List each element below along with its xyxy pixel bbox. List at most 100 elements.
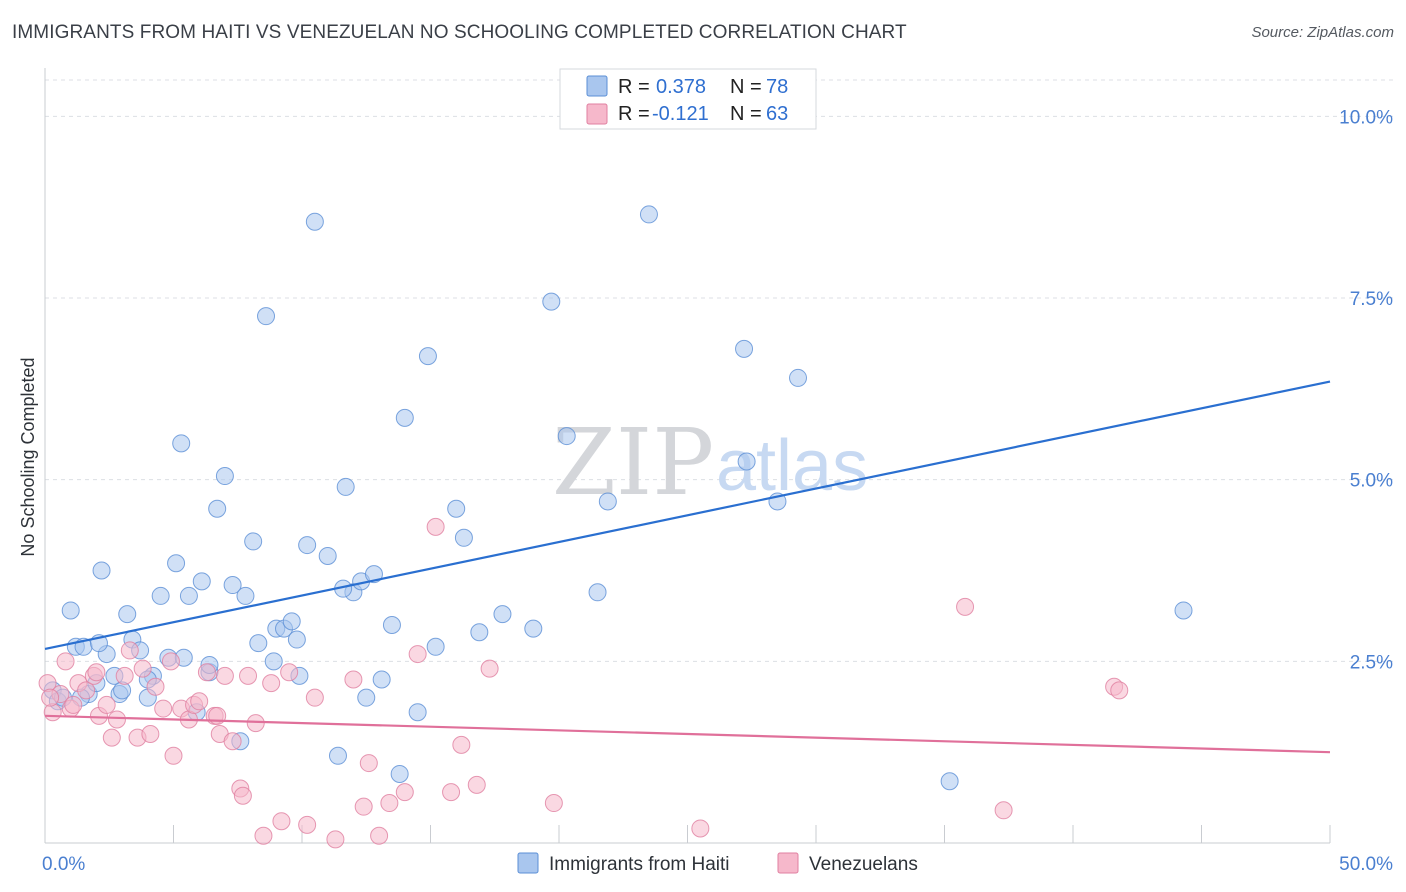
venezuelan-point [426,517,445,536]
haiti-point [418,347,437,366]
haiti-point [598,492,617,511]
venezuelan-point [102,728,121,747]
venezuelan-point [395,783,414,802]
legend-r-value-2: -0.121 [652,103,709,125]
haiti-point [282,612,301,631]
legend-n-value-1: 78 [766,76,788,98]
haiti-point [735,339,754,358]
y-tick-label: 5.0% [1350,471,1393,492]
haiti-point [357,688,376,707]
bottom-legend-label-venezuelans: Venezuelans [809,854,918,875]
haiti-point [524,619,543,638]
venezuelan-point [107,710,126,729]
venezuelan-point [161,652,180,671]
haiti-point [151,586,170,605]
haiti-point [493,605,512,624]
venezuelan-point [262,674,281,693]
venezuelan-point [1110,681,1129,700]
venezuelan-point [994,801,1013,820]
haiti-point [167,554,186,573]
haiti-point [318,546,337,565]
series-haiti-points [43,205,1193,791]
haiti-point [249,634,268,653]
bottom-legend-swatch-haiti [517,852,539,874]
venezuelan-trend-line [44,714,1331,754]
venezuelan-point [120,641,139,660]
venezuelan-point [190,692,209,711]
x-tick-label: 0.0% [42,854,85,875]
legend-swatch-haiti [586,75,608,97]
venezuelan-point [480,659,499,678]
chart-source: Source: ZipAtlas.com [1251,24,1394,41]
venezuelan-point [77,681,96,700]
chart-title: IMMIGRANTS FROM HAITI VS VENEZUELAN NO S… [12,22,907,43]
haiti-point [287,630,306,649]
haiti-point [364,565,383,584]
haiti-point [223,576,242,595]
venezuelan-point [64,695,83,714]
venezuelan-point [272,812,291,831]
haiti-point [92,561,111,580]
haiti-trend-line [44,380,1331,651]
venezuelan-point [326,830,345,849]
x-tick-label: 50.0% [1339,854,1393,875]
haiti-point [454,528,473,547]
legend-r-label-2: R = [618,103,650,125]
venezuelan-point [442,783,461,802]
haiti-point [588,583,607,602]
haiti-point [298,536,317,555]
legend-r-label-1: R = [618,76,650,98]
haiti-point [336,477,355,496]
venezuelan-point [154,699,173,718]
venezuelan-point [408,645,427,664]
venezuelan-point [56,652,75,671]
venezuelan-point [305,688,324,707]
haiti-point [639,205,658,224]
haiti-point [328,746,347,765]
legend-n-value-2: 63 [766,103,788,125]
venezuelan-point [41,688,60,707]
legend-n-label-1: N = [730,76,762,98]
venezuelan-point [467,775,486,794]
haiti-point [118,605,137,624]
haiti-point [179,586,198,605]
haiti-point [470,623,489,642]
venezuelan-point [133,659,152,678]
y-tick-label: 10.0% [1339,107,1393,128]
bottom-legend-swatch-venezuelans [777,852,799,874]
venezuelan-point [233,786,252,805]
haiti-point [172,434,191,453]
venezuelan-point [359,754,378,773]
haiti-point [236,586,255,605]
venezuelan-point [141,725,160,743]
venezuelan-point [691,819,710,838]
venezuelan-point [239,666,258,685]
haiti-point [940,772,959,791]
venezuelan-point [164,746,183,765]
venezuelan-point [298,815,317,834]
haiti-point [426,637,445,656]
venezuelan-point [452,735,471,754]
haiti-point [557,427,576,446]
venezuelan-point [544,794,563,813]
watermark-zip: ZIP [552,409,714,516]
tick-labels: 2.5% 5.0% 7.5% 10.0% 0.0% 50.0% [42,107,1393,875]
venezuelan-point [115,666,134,685]
haiti-point [395,408,414,427]
haiti-point [1174,601,1193,620]
series-venezuelans-points [38,517,1129,849]
haiti-point [215,467,234,486]
haiti-point [382,616,401,634]
haiti-point [789,368,808,387]
venezuelan-point [146,677,165,696]
haiti-point [447,499,466,518]
y-axis-title: No Schooling Completed [18,357,38,556]
haiti-point [192,572,211,591]
venezuelan-point [370,826,389,845]
legend-n-label-2: N = [730,103,762,125]
y-tick-label: 2.5% [1350,652,1393,673]
venezuelan-point [97,695,116,714]
y-tick-label: 7.5% [1350,289,1393,310]
venezuelan-point [956,597,975,616]
